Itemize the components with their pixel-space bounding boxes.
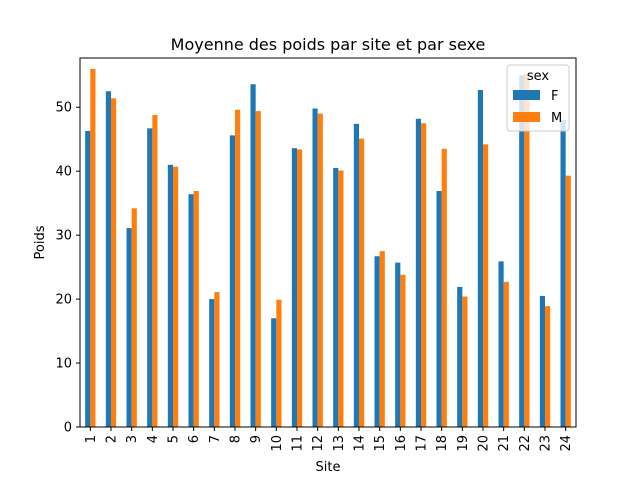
legend: sex F M bbox=[506, 64, 570, 132]
x-tick-label: 23 bbox=[539, 435, 554, 452]
bar-f-site-13 bbox=[333, 168, 339, 427]
bar-f-site-1 bbox=[85, 130, 91, 427]
bar-m-site-1 bbox=[90, 68, 96, 428]
bar-m-site-24 bbox=[565, 175, 571, 427]
x-tick-label: 16 bbox=[394, 435, 409, 452]
bar-f-site-20 bbox=[477, 89, 483, 427]
bar-f-site-14 bbox=[353, 123, 359, 428]
bar-m-site-8 bbox=[235, 109, 241, 428]
bar-f-site-7 bbox=[209, 299, 215, 427]
x-tick-label: 19 bbox=[456, 435, 471, 452]
legend-label-m: M bbox=[551, 111, 562, 126]
x-tick-label: 10 bbox=[270, 435, 285, 452]
x-axis-label: Site bbox=[316, 460, 341, 475]
bar-f-site-19 bbox=[457, 286, 463, 427]
bar-m-site-16 bbox=[400, 274, 406, 427]
x-tick-label: 13 bbox=[332, 435, 347, 452]
plot-frame bbox=[79, 57, 577, 428]
bar-f-site-16 bbox=[395, 262, 401, 427]
x-tick-label: 22 bbox=[518, 435, 533, 452]
bar-f-site-9 bbox=[250, 84, 256, 427]
bar-m-site-13 bbox=[338, 170, 344, 428]
y-tick-label: 0 bbox=[64, 421, 72, 436]
x-tick-label: 8 bbox=[229, 435, 244, 443]
x-tick-label: 14 bbox=[353, 435, 368, 452]
x-tick-label: 12 bbox=[311, 435, 326, 452]
y-tick-label: 50 bbox=[55, 101, 72, 116]
bar-m-site-9 bbox=[255, 111, 261, 427]
bar-m-site-14 bbox=[359, 138, 365, 427]
bar-f-site-6 bbox=[188, 194, 194, 427]
legend-title: sex bbox=[527, 69, 550, 84]
x-tick-label: 3 bbox=[125, 435, 140, 443]
bars-group bbox=[85, 68, 571, 428]
x-tick-label: 20 bbox=[477, 435, 492, 452]
x-tick-label: 7 bbox=[208, 435, 223, 443]
bar-f-site-18 bbox=[436, 191, 442, 427]
bar-f-site-15 bbox=[374, 256, 380, 427]
bar-f-site-8 bbox=[229, 135, 235, 427]
bar-m-site-22 bbox=[524, 73, 530, 428]
bar-m-site-6 bbox=[193, 191, 199, 427]
x-tick-label: 5 bbox=[167, 435, 182, 443]
bar-f-site-17 bbox=[415, 118, 421, 427]
bar-m-site-11 bbox=[297, 149, 303, 427]
bar-m-site-18 bbox=[441, 148, 447, 427]
bar-m-site-12 bbox=[317, 113, 323, 427]
bar-f-site-10 bbox=[271, 318, 277, 427]
bar-f-site-12 bbox=[312, 108, 318, 428]
y-tick-label: 30 bbox=[55, 229, 72, 244]
bar-m-site-10 bbox=[276, 299, 282, 427]
bar-m-site-4 bbox=[152, 114, 158, 428]
y-axis-ticks: 0 10 20 30 40 50 bbox=[55, 101, 80, 436]
chart-title: Moyenne des poids par site et par sexe bbox=[171, 35, 486, 54]
y-axis-label: Poids bbox=[33, 225, 48, 259]
x-tick-label: 15 bbox=[373, 435, 388, 452]
bar-m-site-15 bbox=[379, 251, 385, 427]
bar-f-site-21 bbox=[498, 261, 504, 427]
bar-m-site-20 bbox=[483, 144, 489, 427]
x-tick-label: 2 bbox=[105, 435, 120, 443]
y-tick-label: 10 bbox=[55, 357, 72, 372]
y-tick-label: 40 bbox=[55, 165, 72, 180]
bar-m-site-3 bbox=[131, 208, 137, 427]
bar-m-site-17 bbox=[421, 123, 427, 427]
x-tick-label: 24 bbox=[559, 435, 574, 452]
x-tick-label: 6 bbox=[187, 435, 202, 443]
bar-f-site-5 bbox=[167, 164, 173, 428]
bar-f-site-23 bbox=[539, 295, 545, 427]
x-tick-label: 4 bbox=[146, 435, 161, 443]
bar-m-site-21 bbox=[503, 281, 509, 427]
x-tick-label: 17 bbox=[415, 435, 430, 452]
x-tick-label: 9 bbox=[249, 435, 264, 443]
bar-f-site-22 bbox=[519, 75, 525, 428]
x-tick-label: 11 bbox=[291, 435, 306, 452]
bar-m-site-2 bbox=[111, 98, 117, 427]
bar-f-site-4 bbox=[147, 128, 153, 427]
bar-f-site-24 bbox=[560, 120, 566, 427]
x-axis-ticks: 1 2 3 4 5 6 7 8 9 10 11 12 13 14 15 16 17 18 19 20 21 22 23 24 bbox=[84, 427, 574, 452]
bar-f-site-11 bbox=[291, 148, 297, 428]
bar-f-site-2 bbox=[105, 91, 111, 427]
x-tick-label: 1 bbox=[84, 435, 99, 443]
bar-m-site-23 bbox=[545, 306, 551, 427]
bar-m-site-19 bbox=[462, 296, 468, 427]
x-tick-label: 21 bbox=[497, 435, 512, 452]
bar-m-site-7 bbox=[214, 292, 220, 427]
legend-swatch-m bbox=[513, 112, 540, 122]
bar-f-site-3 bbox=[126, 228, 132, 427]
x-tick-label: 18 bbox=[435, 435, 450, 452]
legend-label-f: F bbox=[551, 89, 558, 104]
bar-m-site-5 bbox=[173, 166, 179, 427]
legend-swatch-f bbox=[513, 90, 540, 100]
y-tick-label: 20 bbox=[55, 293, 72, 308]
